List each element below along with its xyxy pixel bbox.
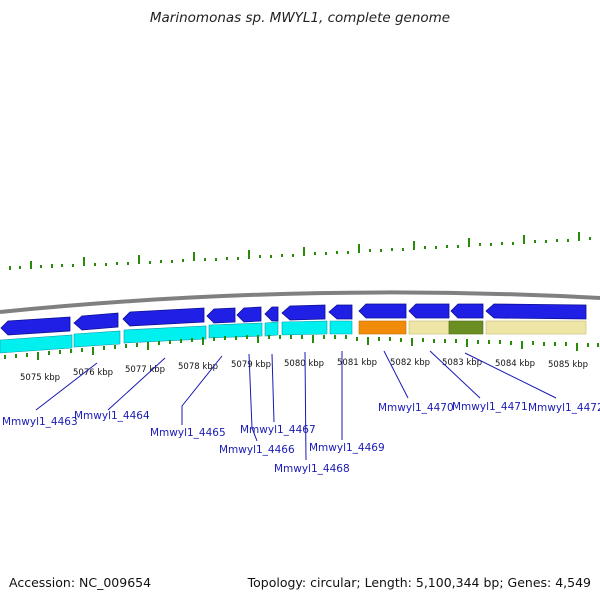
gene-label-mmwyl1-4470[interactable]: Mmwyl1_4470 <box>378 402 454 414</box>
gene-label-mmwyl1-4471[interactable]: Mmwyl1_4471 <box>452 401 528 413</box>
top-tick-track <box>9 232 591 270</box>
kbp-label: 5078 kbp <box>178 362 218 372</box>
kbp-label: 5081 kbp <box>337 358 377 368</box>
cds-arrow[interactable] <box>358 303 407 319</box>
cds-bar[interactable] <box>0 334 73 354</box>
kbp-label: 5077 kbp <box>125 365 165 375</box>
gene-labels: Mmwyl1_4463 Mmwyl1_4464 Mmwyl1_4465 Mmwy… <box>2 401 600 475</box>
kbp-label: 5085 kbp <box>548 360 588 370</box>
gene-label-mmwyl1-4464[interactable]: Mmwyl1_4464 <box>74 410 150 422</box>
kbp-label: 5084 kbp <box>495 359 535 369</box>
gene-highlight-tan[interactable] <box>408 320 450 335</box>
gene-label-mmwyl1-4465[interactable]: Mmwyl1_4465 <box>150 427 226 439</box>
cds-bar[interactable] <box>208 322 263 339</box>
gene-label-mmwyl1-4463[interactable]: Mmwyl1_4463 <box>2 416 78 428</box>
gene-label-mmwyl1-4467[interactable]: Mmwyl1_4467 <box>240 424 316 436</box>
gene-highlight-orange[interactable] <box>358 320 407 335</box>
cds-arrow[interactable] <box>408 303 450 319</box>
cds-arrow[interactable] <box>264 306 279 322</box>
kbp-label: 5075 kbp <box>20 373 60 383</box>
genome-summary-text: Topology: circular; Length: 5,100,344 bp… <box>247 575 591 590</box>
gene-highlight-tan[interactable] <box>485 320 587 335</box>
kbp-label: 5082 kbp <box>390 358 430 368</box>
forward-cds-track[interactable] <box>0 320 587 354</box>
cds-bar[interactable] <box>329 320 353 335</box>
genome-backbone <box>0 290 600 314</box>
cds-arrow[interactable] <box>328 304 353 320</box>
scale-ticks <box>4 335 599 360</box>
kbp-labels: 5075 kbp 5076 kbp 5077 kbp 5078 kbp 5079… <box>20 358 588 383</box>
gene-label-mmwyl1-4472[interactable]: Mmwyl1_4472 <box>528 402 600 414</box>
accession-text: Accession: NC_009654 <box>9 575 152 590</box>
kbp-label: 5076 kbp <box>73 368 113 378</box>
cds-arrow[interactable] <box>485 303 587 320</box>
cds-arrow[interactable] <box>122 307 205 327</box>
gene-highlight-olive[interactable] <box>448 320 484 335</box>
cds-arrow[interactable] <box>0 316 71 336</box>
reverse-cds-track[interactable] <box>0 303 587 336</box>
cds-arrow[interactable] <box>281 304 326 321</box>
cds-arrow[interactable] <box>236 306 262 323</box>
cds-bar[interactable] <box>73 330 121 348</box>
genome-title: Marinomonas sp. MWYL1, complete genome <box>149 10 451 26</box>
gene-label-mmwyl1-4469[interactable]: Mmwyl1_4469 <box>309 442 385 454</box>
cds-arrow[interactable] <box>206 307 236 324</box>
kbp-label: 5079 kbp <box>231 360 271 370</box>
kbp-label: 5083 kbp <box>442 358 482 368</box>
gene-label-mmwyl1-4468[interactable]: Mmwyl1_4468 <box>274 463 350 475</box>
cds-arrow[interactable] <box>73 312 119 331</box>
cds-arrow[interactable] <box>450 303 484 319</box>
kbp-label: 5080 kbp <box>284 359 324 369</box>
gene-label-mmwyl1-4466[interactable]: Mmwyl1_4466 <box>219 444 295 456</box>
cds-bar[interactable] <box>264 321 279 337</box>
label-leaders <box>35 350 557 461</box>
cds-bar[interactable] <box>281 320 328 336</box>
cds-bar[interactable] <box>123 325 207 344</box>
